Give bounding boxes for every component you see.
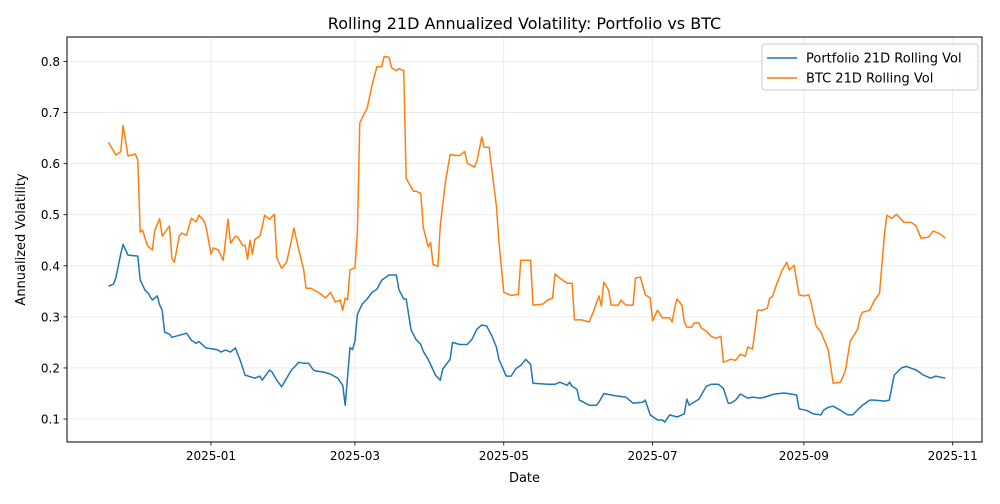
x-axis-label: Date	[509, 471, 540, 486]
x-tick-label: 2025-05	[479, 449, 529, 463]
y-tick-label: 0.8	[41, 55, 60, 69]
legend-label: Portfolio 21D Rolling Vol	[806, 52, 962, 67]
y-axis-ticks: 0.1 0.2 0.3 0.4 0.5 0.6 0.7 0.8	[41, 55, 67, 427]
y-tick-label: 0.2	[41, 361, 60, 375]
x-tick-label: 2025-07	[628, 449, 678, 463]
legend-box	[761, 43, 979, 91]
x-tick-label: 2025-11	[928, 449, 978, 463]
legend-label: BTC 21D Rolling Vol	[806, 72, 933, 87]
grid-lines	[67, 37, 982, 442]
y-tick-label: 0.6	[41, 157, 60, 171]
series-line-btc	[107, 55, 946, 385]
y-tick-label: 0.5	[41, 208, 60, 222]
y-tick-label: 0.4	[41, 259, 60, 273]
legend: Portfolio 21D Rolling Vol BTC 21D Rolling…	[761, 43, 979, 91]
y-tick-label: 0.1	[41, 413, 60, 427]
y-tick-label: 0.7	[41, 106, 60, 120]
y-tick-label: 0.3	[41, 310, 60, 324]
series-line-portfolio	[108, 243, 946, 423]
x-tick-label: 2025-09	[779, 449, 829, 463]
y-axis-label: Annualized Volatility	[14, 173, 29, 305]
x-tick-label: 2025-01	[186, 449, 236, 463]
series-lines	[107, 55, 946, 423]
x-axis-ticks: 2025-01 2025-03 2025-05 2025-07 2025-09 2025-…	[186, 442, 978, 463]
x-tick-label: 2025-03	[330, 449, 380, 463]
chart-title: Rolling 21D Annualized Volatility: Portf…	[328, 14, 721, 33]
plot-frame	[66, 36, 983, 443]
